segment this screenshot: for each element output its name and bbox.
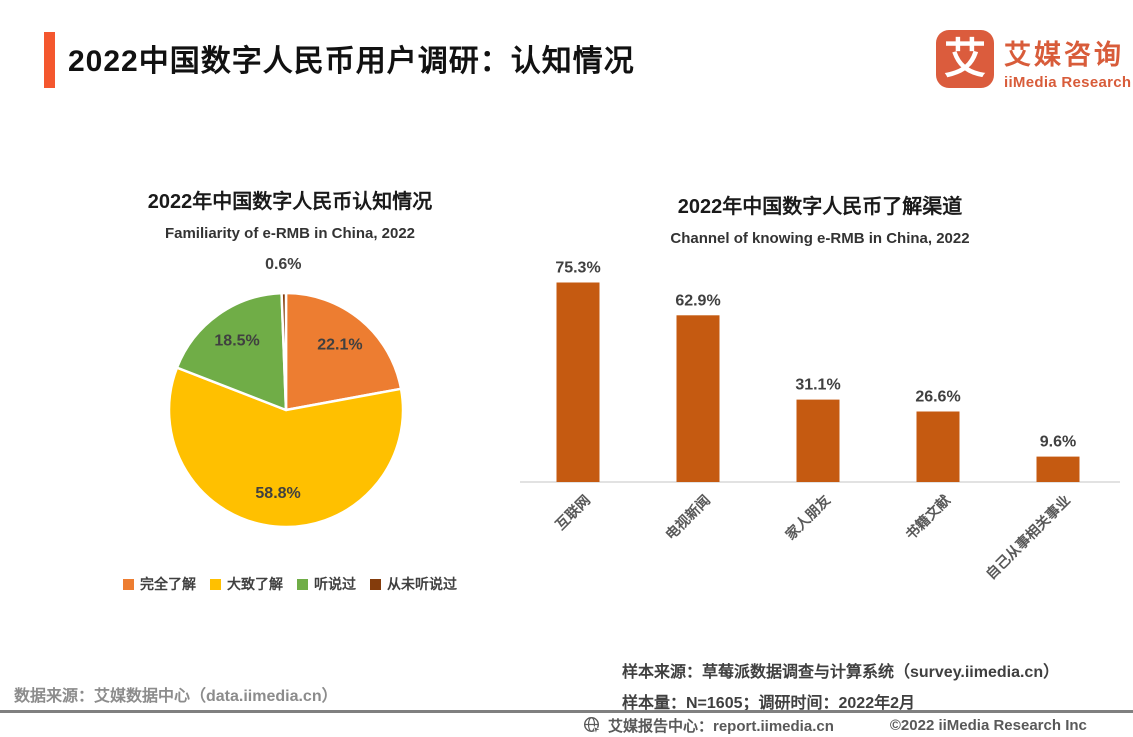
- pie-value-label-4: 0.6%: [265, 256, 301, 273]
- bar-chart-subtitle: Channel of knowing e-RMB in China, 2022: [670, 230, 970, 247]
- bar-value-label-4: 26.6%: [915, 389, 960, 406]
- pie-chart-title: 2022年中国数字人民币认知情况: [147, 191, 433, 213]
- pie-value-label-2: 58.8%: [255, 485, 300, 502]
- bar-chart-header: 2022年中国数字人民币了解渠道 Channel of knowing e-RM…: [510, 190, 1130, 247]
- pie-slice-2: [167, 366, 405, 529]
- bar-4: [916, 411, 960, 482]
- legend-swatch-icon: [297, 578, 308, 590]
- footer: 艾媒报告中心：report.iimedia.cn ©2022 iiMedia R…: [583, 715, 1087, 736]
- globe-cursor-icon: [583, 716, 602, 735]
- brand-name-en: iiMedia Research: [1004, 74, 1132, 91]
- legend-label: 大致了解: [227, 576, 283, 592]
- bar-2: [676, 315, 720, 482]
- bar-5: [1036, 456, 1080, 482]
- pie-value-label-1: 22.1%: [317, 337, 362, 354]
- footer-divider: [0, 710, 1133, 713]
- pie-chart-subtitle: Familiarity of e-RMB in China, 2022: [164, 225, 416, 242]
- title-accent-bar: [44, 32, 55, 88]
- bar-value-label-1: 75.3%: [555, 260, 600, 277]
- legend-item-4: 从未听说过: [370, 574, 457, 594]
- pie-legend: 完全了解 大致了解 听说过 从未听说过: [80, 574, 500, 594]
- sample-size-note: 样本量：N=1605；调研时间：2022年2月: [622, 695, 915, 712]
- pie-slice-4: [280, 291, 288, 412]
- bar-value-label-5: 9.6%: [1040, 434, 1076, 451]
- bar-category-label-5: 自己从事相关事业: [983, 492, 1074, 583]
- legend-item-3: 听说过: [297, 574, 356, 594]
- bar-3: [796, 399, 840, 482]
- bar-value-label-2: 62.9%: [675, 292, 720, 309]
- bar-category-label-1: 互联网: [552, 492, 593, 533]
- legend-swatch-icon: [210, 578, 221, 590]
- brand-name-cn: 艾媒咨询: [1004, 40, 1124, 70]
- legend-swatch-icon: [123, 578, 134, 590]
- legend-label: 从未听说过: [387, 576, 457, 592]
- data-source-note: 数据来源：艾媒数据中心（data.iimedia.cn）: [14, 688, 338, 705]
- pie-slice-3: [175, 291, 288, 412]
- brand-text: 艾媒咨询 iiMedia Research: [1004, 30, 1131, 91]
- pie-slice-1: [284, 291, 403, 412]
- bar-category-label-3: 家人朋友: [782, 492, 833, 543]
- bar-category-label-2: 电视新闻: [662, 492, 713, 543]
- legend-label: 听说过: [314, 576, 356, 592]
- bar-chart-title: 2022年中国数字人民币了解渠道: [677, 196, 963, 218]
- iimedia-logo-icon: 艾: [936, 30, 994, 88]
- pie-value-label-3: 18.5%: [214, 333, 259, 350]
- bar-1: [556, 282, 600, 482]
- legend-label: 完全了解: [140, 576, 196, 592]
- footer-copyright: ©2022 iiMedia Research Inc: [889, 717, 1087, 734]
- legend-item-1: 完全了解: [123, 574, 196, 594]
- footer-report-center: 艾媒报告中心：report.iimedia.cn: [608, 718, 834, 735]
- iimedia-logo: 艾 艾媒咨询 iiMedia Research: [936, 30, 1131, 91]
- sample-source-note: 样本来源：草莓派数据调查与计算系统（survey.iimedia.cn）: [622, 664, 1060, 681]
- bar-chart: 75.3% 互联网 62.9% 电视新闻 31.1% 家人朋友 26.6% 书籍文献 9.6% 自…: [520, 260, 1120, 583]
- bar-value-label-3: 31.1%: [795, 377, 840, 394]
- bar-category-label-4: 书籍文献: [902, 492, 953, 543]
- page-title: 2022中国数字人民币用户调研：认知情况: [68, 45, 635, 78]
- pie-chart-header: 2022年中国数字人民币认知情况 Familiarity of e-RMB in…: [80, 185, 500, 242]
- legend-swatch-icon: [370, 578, 381, 590]
- legend-item-2: 大致了解: [210, 574, 283, 594]
- pie-chart: 22.1% 58.8% 18.5% 0.6%: [167, 256, 405, 529]
